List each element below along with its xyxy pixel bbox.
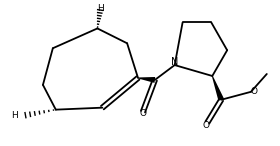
Text: O: O (250, 87, 257, 96)
Text: N: N (171, 57, 178, 67)
Polygon shape (212, 76, 224, 101)
Text: O: O (139, 109, 146, 118)
Text: H: H (11, 111, 18, 120)
Text: H: H (97, 4, 104, 13)
Text: O: O (203, 121, 210, 130)
Polygon shape (138, 77, 155, 83)
